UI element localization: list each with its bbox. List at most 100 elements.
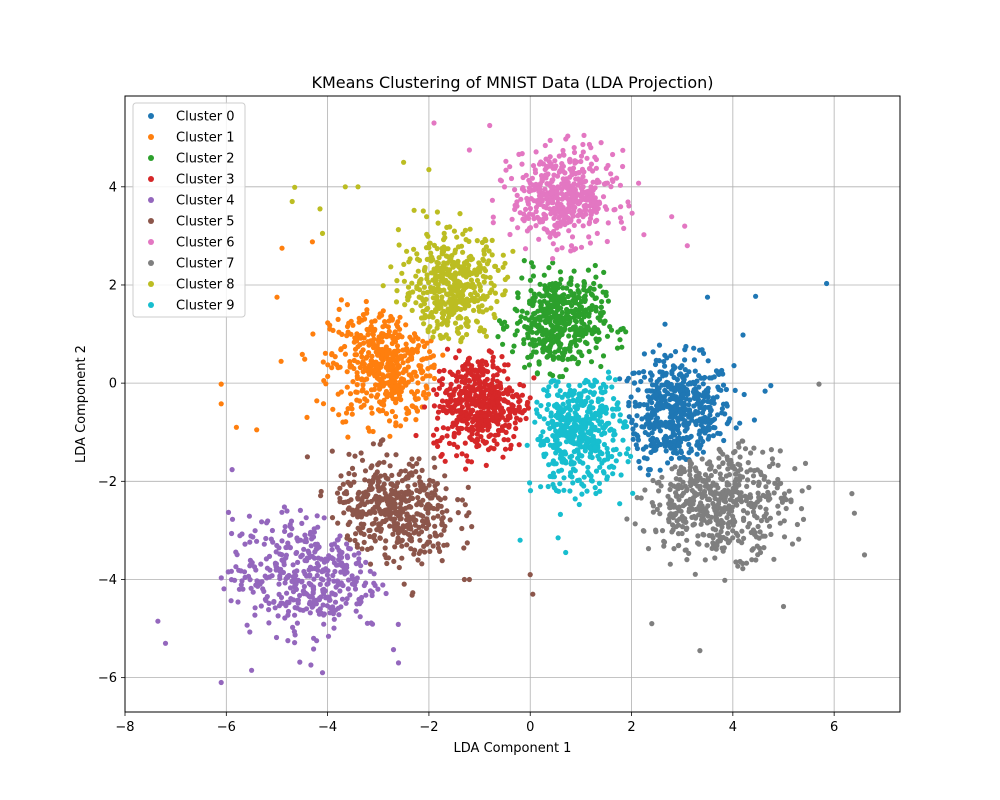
data-point: [348, 402, 354, 408]
data-point: [454, 329, 460, 335]
data-point: [650, 503, 657, 509]
data-point: [598, 140, 604, 146]
data-point: [861, 552, 868, 558]
legend-entry-label: Cluster 4: [176, 194, 235, 209]
data-point: [630, 426, 636, 432]
data-point: [745, 494, 751, 500]
data-point: [725, 540, 732, 546]
data-point: [502, 319, 508, 325]
data-point: [435, 541, 441, 547]
data-point: [404, 248, 410, 254]
data-point: [318, 493, 324, 499]
data-point: [449, 371, 455, 377]
data-point: [656, 488, 662, 494]
data-point: [414, 285, 420, 291]
data-point: [392, 414, 399, 420]
data-point: [316, 597, 322, 603]
data-point: [585, 196, 591, 202]
data-point: [481, 380, 487, 386]
data-point: [430, 353, 436, 359]
data-point: [439, 509, 445, 515]
data-point: [669, 371, 675, 377]
data-point: [618, 204, 624, 210]
data-point: [634, 432, 640, 438]
data-point: [777, 520, 783, 526]
data-point: [353, 608, 359, 614]
data-point: [466, 397, 472, 403]
data-point: [392, 329, 398, 335]
data-point: [558, 325, 564, 332]
data-point: [682, 516, 688, 522]
data-point: [339, 596, 346, 602]
data-point: [377, 535, 383, 541]
data-point: [475, 385, 482, 391]
data-point: [600, 289, 606, 295]
data-point: [389, 393, 395, 399]
data-point: [309, 239, 315, 245]
data-point: [401, 581, 407, 587]
data-point: [465, 484, 471, 490]
data-point: [391, 497, 397, 503]
data-point: [302, 532, 308, 538]
data-point: [638, 378, 644, 385]
data-point: [465, 281, 471, 287]
data-point: [524, 442, 530, 448]
data-point: [321, 378, 327, 384]
data-point: [380, 372, 386, 378]
data-point: [229, 530, 235, 537]
data-point: [490, 354, 496, 360]
y-tick-label: −2: [98, 475, 117, 490]
data-point: [415, 557, 421, 563]
data-point: [292, 184, 298, 190]
data-point: [578, 391, 584, 397]
data-point: [354, 389, 360, 395]
data-point: [582, 398, 588, 404]
data-point: [303, 515, 309, 521]
data-point: [236, 567, 242, 573]
data-point: [420, 497, 426, 503]
data-point: [592, 185, 598, 191]
data-point: [514, 415, 520, 421]
data-point: [538, 159, 544, 165]
data-point: [691, 345, 697, 351]
data-point: [408, 504, 414, 510]
data-point: [464, 331, 470, 338]
data-point: [499, 354, 505, 360]
data-point: [669, 409, 675, 415]
data-point: [354, 338, 360, 344]
data-point: [600, 194, 607, 200]
data-point: [686, 550, 692, 557]
data-point: [705, 475, 711, 481]
data-point: [323, 566, 329, 572]
data-point: [437, 497, 444, 503]
data-point: [543, 319, 549, 326]
data-point: [689, 414, 695, 420]
data-point: [500, 252, 506, 258]
data-point: [344, 596, 350, 602]
data-point: [506, 406, 512, 412]
data-point: [387, 463, 393, 469]
data-point: [589, 331, 595, 337]
data-point: [630, 370, 636, 376]
data-point: [434, 391, 440, 397]
data-point: [738, 466, 744, 472]
data-point: [529, 175, 536, 181]
data-point: [654, 506, 660, 512]
data-point: [353, 352, 360, 358]
data-point: [501, 368, 507, 374]
data-point: [384, 560, 390, 567]
data-point: [397, 393, 403, 399]
data-point: [730, 516, 737, 523]
data-point: [383, 411, 390, 417]
data-point: [225, 509, 232, 515]
data-point: [581, 132, 587, 138]
data-point: [278, 358, 284, 364]
data-point: [768, 531, 774, 538]
data-point: [422, 315, 428, 321]
data-point: [723, 473, 730, 479]
data-point: [585, 267, 592, 273]
data-point: [438, 503, 444, 509]
data-point: [677, 400, 683, 406]
data-point: [520, 216, 526, 222]
data-point: [754, 515, 760, 521]
